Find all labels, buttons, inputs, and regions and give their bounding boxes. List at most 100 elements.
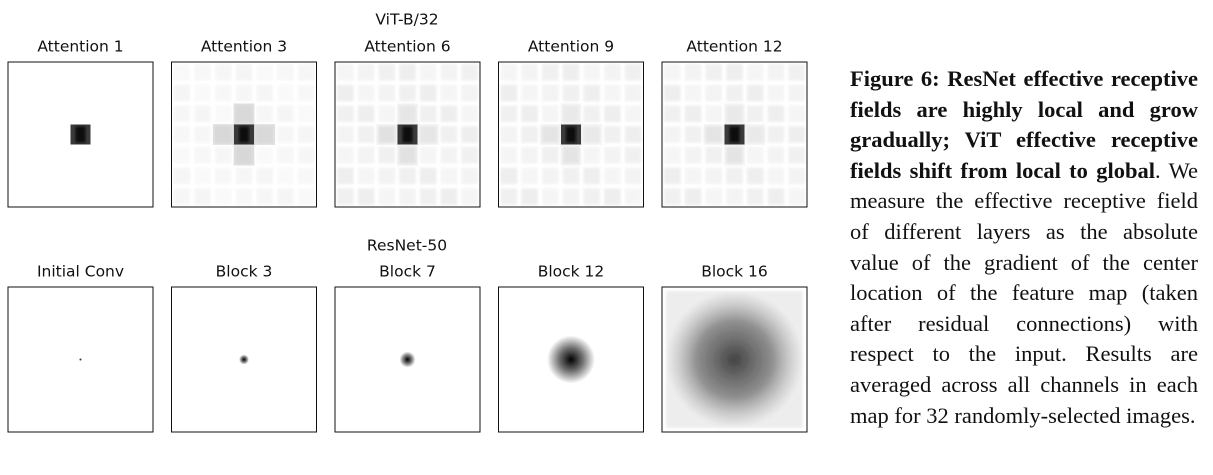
patch	[399, 146, 416, 164]
patch	[441, 85, 458, 102]
patch	[194, 188, 211, 205]
patch	[378, 146, 396, 164]
panel-title: Block 16	[701, 263, 768, 281]
patch	[705, 188, 722, 205]
panel-image	[7, 286, 154, 433]
patch	[194, 147, 211, 164]
patch	[604, 64, 621, 81]
patch	[767, 188, 785, 205]
patch	[746, 126, 764, 143]
patch	[194, 85, 211, 102]
panel-title: Block 7	[379, 263, 436, 281]
panel-title: Block 3	[216, 263, 273, 281]
patch	[298, 85, 315, 102]
patch	[705, 167, 723, 185]
panel-frame	[171, 61, 317, 208]
patch	[705, 126, 723, 143]
patch	[337, 147, 354, 164]
patch	[194, 105, 211, 122]
patch	[726, 84, 743, 102]
patch	[441, 168, 458, 185]
patch	[461, 146, 478, 164]
panel-frame	[498, 286, 644, 433]
patch	[298, 64, 315, 81]
patch	[624, 64, 642, 81]
patch	[378, 84, 396, 102]
patch	[521, 168, 538, 185]
patch	[664, 147, 681, 164]
patch	[624, 126, 642, 143]
patch	[541, 167, 559, 185]
patch	[562, 105, 580, 123]
patch	[583, 188, 601, 205]
panel-frame	[7, 286, 154, 433]
patch	[664, 167, 681, 185]
patch	[500, 84, 518, 102]
panel-image	[7, 61, 154, 208]
patch	[541, 126, 559, 143]
patch	[788, 188, 805, 205]
patch	[236, 168, 253, 185]
patch	[664, 126, 681, 143]
patch	[399, 64, 416, 81]
patch	[256, 147, 273, 164]
patch	[277, 85, 294, 102]
patch	[684, 126, 702, 143]
patch	[562, 146, 580, 164]
panel-title: Attention 1	[37, 38, 123, 56]
patch	[583, 167, 601, 185]
patch	[501, 64, 518, 81]
patch	[174, 64, 191, 81]
panel-frame	[7, 61, 154, 208]
receptive-field	[239, 354, 249, 365]
patch	[399, 84, 416, 102]
patch	[277, 64, 294, 81]
patch	[215, 147, 232, 164]
patch	[420, 147, 437, 164]
patch	[625, 105, 642, 122]
patch	[277, 126, 294, 143]
patch	[788, 126, 805, 143]
patch	[562, 167, 580, 185]
patch	[705, 64, 723, 81]
patch	[215, 105, 232, 122]
patch	[562, 84, 580, 102]
group-title: ViT-B/32	[375, 11, 438, 29]
patch	[726, 146, 743, 164]
patch	[664, 84, 681, 102]
patch	[604, 85, 621, 102]
panel-title: Attention 12	[686, 38, 782, 56]
patch	[726, 188, 743, 205]
patch	[337, 64, 354, 81]
patch	[788, 167, 805, 185]
patch	[440, 146, 458, 164]
patch	[788, 105, 805, 122]
patch	[768, 168, 785, 185]
patch	[521, 146, 538, 164]
patch	[604, 168, 621, 185]
panel-frame	[334, 286, 481, 433]
patch	[174, 85, 191, 102]
patch	[583, 147, 600, 164]
patch	[541, 84, 559, 102]
patch	[521, 85, 538, 102]
patch	[521, 126, 538, 143]
patch	[521, 105, 538, 123]
patch	[399, 188, 416, 205]
patch	[215, 85, 232, 102]
center-detail	[566, 126, 576, 143]
patch	[256, 188, 273, 205]
patch	[500, 105, 518, 123]
patch	[256, 105, 273, 122]
patch	[542, 188, 559, 205]
panel-title: Attention 9	[528, 38, 614, 56]
patch	[277, 168, 294, 185]
patch	[747, 64, 764, 81]
patch	[174, 105, 191, 122]
panel-frame	[498, 61, 644, 208]
caption-text: . We measure the effective receptive fie…	[850, 157, 1198, 428]
patch	[174, 126, 191, 143]
patch	[256, 85, 273, 102]
caption-bold: ResNet effective receptive fields are hi…	[850, 66, 1198, 183]
patch	[461, 64, 478, 81]
